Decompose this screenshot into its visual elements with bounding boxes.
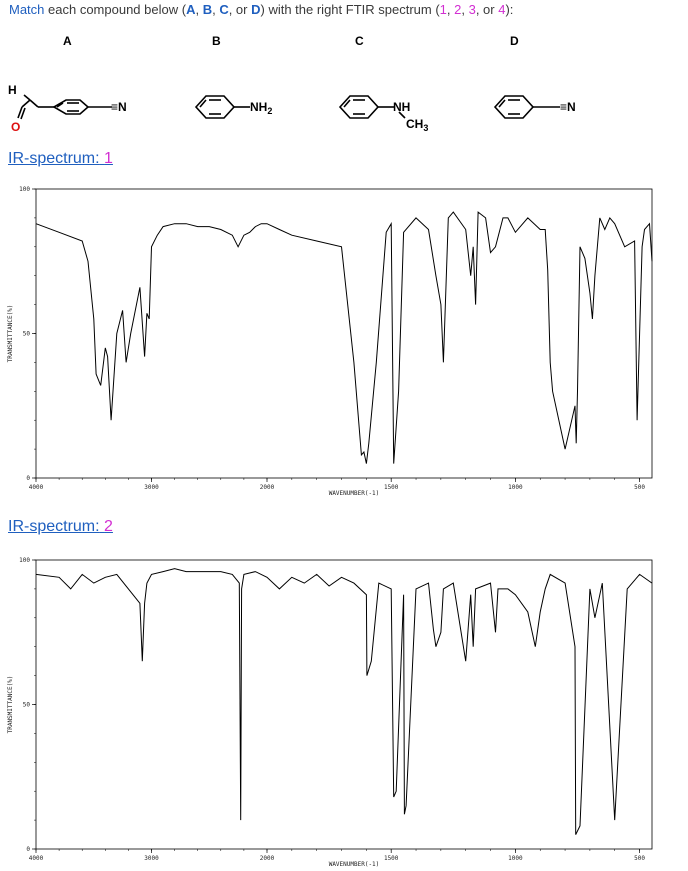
q-B: B (202, 2, 213, 17)
y-axis-label: TRANSMITTANCE(%) (7, 676, 14, 734)
x-tick-label: 3000 (144, 484, 159, 491)
spectrum-1-number: 1 (104, 150, 113, 167)
c-nh-label: NH (393, 100, 410, 114)
q-sep: , (212, 2, 220, 17)
q-part: each compound below ( (44, 2, 187, 17)
q-sep: , (446, 2, 455, 17)
a-cn-label: ≡N (111, 100, 127, 114)
q-3: 3 (468, 2, 476, 17)
q-sep: , or (475, 2, 499, 17)
x-tick-label: 4000 (29, 855, 44, 862)
x-tick-label: 2000 (260, 855, 275, 862)
q-A: A (186, 2, 196, 17)
d-cn-label: ≡N (560, 100, 576, 114)
q-4: 4 (498, 2, 506, 17)
x-tick-label: 1500 (384, 855, 399, 862)
spectrum-1-line (35, 211, 653, 464)
x-tick-label: 1000 (508, 855, 523, 862)
q-C: C (219, 2, 229, 17)
structures-svg: H O ≡N NH2 NH CH3 ≡N (8, 83, 576, 134)
c-ch3-label: CH3 (406, 117, 428, 133)
spectrum-2-line (35, 568, 653, 835)
compound-letter-c: C (355, 34, 364, 48)
y-axis-label: TRANSMITTANCE(%) (7, 305, 14, 363)
q-match: Match (9, 2, 45, 17)
b-nh2-label: NH2 (250, 100, 272, 116)
structure-c (338, 95, 406, 119)
plot-frame (35, 188, 653, 479)
spectrum-2-number: 2 (104, 518, 113, 535)
question-text: Match each compound below (A, B, C, or D… (9, 2, 513, 17)
compound-letter-b: B (212, 34, 221, 48)
x-tick-label: 500 (634, 484, 645, 491)
plot-frame (35, 559, 653, 850)
structure-a (17, 94, 112, 120)
x-tick-label: 2000 (260, 484, 275, 491)
x-tick-label: 1000 (508, 484, 523, 491)
q-part: ): (505, 2, 514, 17)
y-tick-label: 100 (19, 557, 30, 564)
x-axis-label: WAVENUMBER(-1) (329, 861, 380, 868)
x-tick-label: 1500 (384, 484, 399, 491)
spectrum-2-title-text: IR-spectrum: (8, 518, 100, 535)
y-tick-label: 50 (23, 702, 31, 709)
spectrum-1-title: IR-spectrum: 1 (8, 150, 113, 168)
x-tick-label: 4000 (29, 484, 44, 491)
q-sep: , or (228, 2, 252, 17)
a-h-label: H (8, 83, 17, 97)
q-D: D (251, 2, 261, 17)
a-o-label: O (11, 120, 20, 134)
y-tick-label: 50 (23, 331, 31, 338)
structure-d (493, 95, 560, 119)
spectrum-2-title: IR-spectrum: 2 (8, 518, 113, 536)
y-tick-label: 0 (26, 475, 30, 482)
x-tick-label: 500 (634, 855, 645, 862)
x-tick-label: 3000 (144, 855, 159, 862)
q-2: 2 (454, 2, 462, 17)
x-axis-label: WAVENUMBER(-1) (329, 490, 380, 497)
q-sep: , (461, 2, 469, 17)
structure-b (194, 95, 250, 119)
compound-letter-d: D (510, 34, 519, 48)
y-tick-label: 0 (26, 846, 30, 853)
q-part: ) with the right FTIR spectrum ( (260, 2, 440, 17)
y-tick-label: 100 (19, 186, 30, 193)
spectrum-1-title-text: IR-spectrum: (8, 150, 100, 167)
compound-letter-a: A (63, 34, 72, 48)
q-sep: , (195, 2, 203, 17)
q-1: 1 (439, 2, 447, 17)
